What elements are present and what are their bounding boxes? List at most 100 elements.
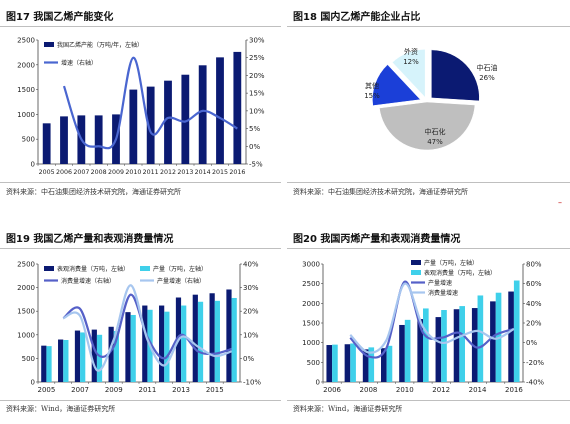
x-tick-label: 2009 (108, 169, 124, 176)
x-tick-label: 2008 (91, 169, 107, 176)
right-tick-label: 40% (526, 300, 542, 308)
bar (214, 300, 220, 382)
source-divider (287, 182, 570, 183)
right-tick-label: 15% (249, 90, 265, 98)
x-tick-label: 2012 (432, 386, 450, 394)
bar (423, 308, 429, 382)
right-tick-label: 30% (243, 284, 259, 292)
bar (142, 305, 148, 382)
right-tick-label: -5% (249, 161, 263, 169)
left-tick-label: 500 (307, 359, 320, 367)
bar (368, 347, 375, 382)
series-line (62, 284, 232, 372)
bar (362, 349, 369, 382)
pie-slice (372, 64, 421, 106)
figure-20-source: 资料来源：Wind，海通证券研究所 (293, 405, 403, 413)
legend-label: 增速（右轴） (61, 59, 97, 67)
legend-swatch (411, 270, 421, 275)
x-tick-label: 2007 (71, 386, 89, 394)
figure-17-source: 资料来源：中石油集团经济技术研究院，海通证券研究所 (6, 188, 181, 196)
pie-slice-label: 外资 (404, 47, 418, 56)
bar (209, 293, 215, 382)
x-tick-label: 2013 (177, 169, 193, 176)
pie-slice-value: 15% (364, 92, 380, 100)
left-tick-label: 0 (31, 379, 35, 387)
page-mark: – (558, 198, 562, 207)
pie-slice-label: 其他 (365, 81, 379, 90)
right-tick-label: 20% (526, 320, 542, 328)
bar (477, 295, 484, 382)
x-tick-label: 2009 (105, 386, 123, 394)
pie-slice-value: 26% (479, 74, 495, 82)
bar (181, 74, 190, 164)
legend-label: 产量（万吨，左轴） (153, 265, 207, 273)
bar (386, 345, 393, 382)
x-tick-label: 2014 (469, 386, 487, 394)
x-tick-label: 2010 (125, 169, 141, 176)
legend-label: 消费量增速 (428, 289, 458, 297)
x-tick-label: 2006 (323, 386, 341, 394)
title-divider (287, 248, 570, 249)
bar (130, 314, 136, 382)
legend-label: 表观消费量（万吨，左轴） (424, 269, 496, 277)
figure-18-panel: 图18 国内乙烯产能企业占比 中石油 26% 中石化 47% 其他 15% 外资 12% 资料… (287, 6, 570, 206)
bar (332, 344, 338, 382)
right-tick-label: 10% (243, 331, 259, 339)
x-tick-label: 2008 (360, 386, 378, 394)
right-tick-label: 25% (249, 54, 265, 62)
series-line (349, 280, 515, 359)
x-tick-label: 2005 (39, 169, 55, 176)
x-tick-label: 2006 (56, 169, 72, 176)
figure-17-title: 图17 我国乙烯产能变化 (6, 12, 114, 23)
left-tick-label: 500 (22, 136, 35, 144)
figure-17-panel: 图17 我国乙烯产能变化 0 500 1000 1500 2000 2500 -5% 0% 5%… (0, 6, 281, 206)
bar (46, 346, 52, 382)
figure-19-title: 图19 我国乙烯产量和表观消费量情况 (6, 234, 174, 245)
bar (404, 319, 411, 382)
bar (96, 334, 103, 382)
x-tick-label: 2011 (139, 386, 157, 394)
pie-slice-value: 47% (427, 138, 443, 146)
bar (159, 305, 165, 382)
bar (459, 306, 465, 382)
bar (58, 339, 64, 382)
figure-20-chart: 0 500 1000 1500 2000 2500 3000 -40% -20% 0% 20% 40%… (302, 259, 544, 394)
bar (233, 51, 242, 164)
bar (41, 345, 47, 382)
left-tick-label: 0 (316, 379, 320, 387)
legend-swatch (140, 266, 150, 271)
title-divider (287, 26, 570, 27)
left-tick-label: 2500 (17, 37, 35, 45)
legend-swatch (44, 266, 54, 271)
right-tick-label: 0% (243, 355, 254, 363)
figure-18-chart: 中石油 26% 中石化 47% 其他 15% 外资 12% (364, 47, 498, 151)
bar (231, 297, 237, 382)
bar (113, 331, 119, 382)
bar (80, 332, 86, 382)
pie-slice (379, 101, 476, 151)
bar (435, 317, 442, 382)
figure-19-chart: 0 500 1000 1500 2000 2500 -10% 0% 10% 20% 30% 40% 20… (17, 261, 261, 395)
bar (513, 280, 520, 382)
left-tick-label: 1000 (17, 111, 35, 119)
x-tick-label: 2015 (206, 386, 224, 394)
right-tick-label: 0% (249, 143, 260, 151)
left-tick-label: 2500 (17, 261, 35, 269)
pie-slice-label: 中石油 (477, 63, 498, 72)
right-tick-label: 10% (249, 107, 265, 115)
right-tick-label: 80% (526, 261, 542, 269)
title-divider (0, 26, 281, 27)
left-tick-label: 2000 (17, 61, 35, 69)
bar (94, 115, 103, 164)
x-tick-label: 2016 (505, 386, 523, 394)
pie-slice (391, 49, 426, 98)
bar (490, 301, 496, 382)
bar (108, 326, 114, 382)
bar (197, 301, 204, 382)
bar (344, 344, 351, 382)
source-divider (0, 400, 281, 401)
legend-label: 表观消费量（万吨，左轴） (57, 265, 129, 273)
legend-label: 产量增速（右轴） (157, 277, 205, 285)
figure-18-title: 图18 国内乙烯产能企业占比 (293, 12, 421, 23)
figure-19-source: 资料来源：Wind，海通证券研究所 (6, 405, 116, 413)
